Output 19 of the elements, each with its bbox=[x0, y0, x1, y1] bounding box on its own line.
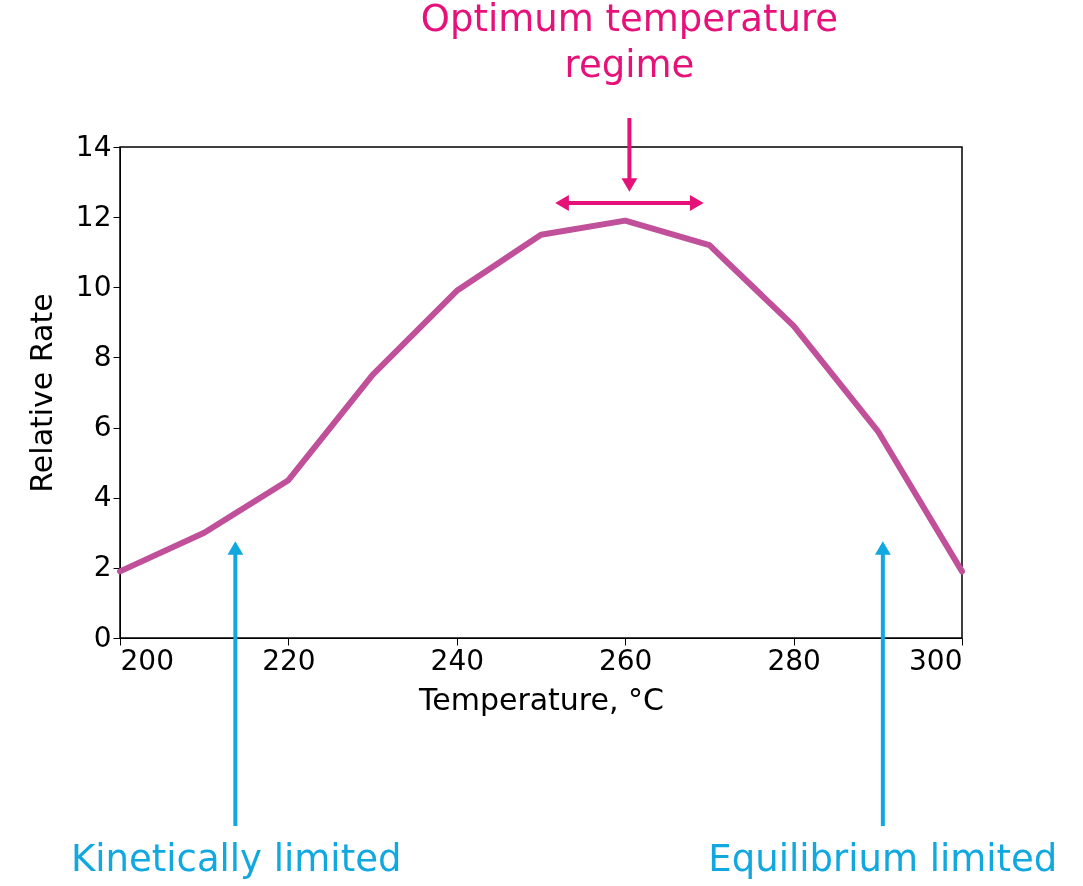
text: Kinetically limited bbox=[70, 837, 402, 880]
text: Equilibrium limited bbox=[708, 837, 1058, 880]
x-tick-label: 300 bbox=[909, 643, 963, 677]
y-tick-label: 2 bbox=[93, 550, 112, 584]
y-tick-label: 8 bbox=[93, 339, 112, 373]
x-tick-label: 260 bbox=[598, 643, 653, 677]
y-tick-label: 12 bbox=[75, 199, 112, 233]
y-tick-label: 10 bbox=[75, 269, 112, 303]
x-tick-label: 220 bbox=[262, 643, 316, 677]
y-tick-label: 6 bbox=[93, 410, 112, 444]
x-axis-title: Temperature, °C bbox=[417, 681, 665, 717]
y-axis-title: Relative Rate bbox=[23, 293, 59, 493]
x-tick-label: 280 bbox=[767, 643, 821, 677]
text: Optimum temperature regime bbox=[420, 0, 839, 86]
y-tick-label: 0 bbox=[93, 620, 112, 654]
y-tick-label: 14 bbox=[75, 129, 112, 163]
x-tick-label: 200 bbox=[120, 643, 174, 677]
y-tick-label: 4 bbox=[93, 480, 112, 514]
x-tick-label: 240 bbox=[430, 643, 485, 677]
